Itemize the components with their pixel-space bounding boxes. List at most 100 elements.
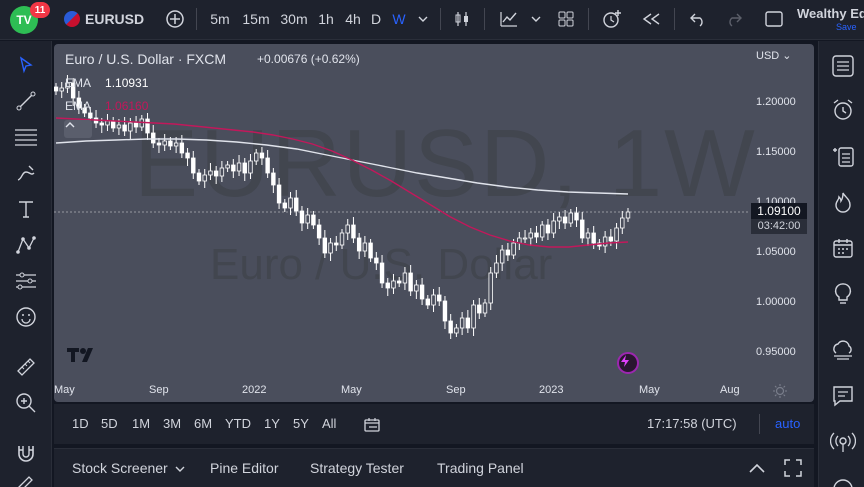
indicators-button[interactable]: [496, 0, 522, 38]
candle-body: [288, 197, 293, 209]
candle: [539, 221, 545, 241]
range-5y[interactable]: 5Y: [293, 416, 309, 431]
candle-body: [322, 237, 328, 254]
streams-button[interactable]: [827, 335, 859, 365]
range-1d[interactable]: 1D: [72, 416, 89, 431]
maximize-panel-button[interactable]: [784, 459, 802, 482]
layout-save-button[interactable]: [762, 0, 786, 38]
hotlists-button[interactable]: [827, 187, 859, 217]
auto-scale-button[interactable]: auto: [775, 416, 801, 431]
legend-ema-fast[interactable]: EMA 1.06160: [65, 99, 148, 113]
brush-tool[interactable]: [10, 159, 42, 187]
candle: [242, 158, 247, 181]
ideas-button[interactable]: [827, 279, 859, 309]
ruler-icon: [17, 358, 35, 376]
text-tool[interactable]: [10, 195, 42, 223]
interval-d[interactable]: D: [370, 11, 382, 27]
list-plus-icon: [833, 147, 854, 167]
candle: [402, 267, 408, 290]
candle: [562, 210, 568, 229]
pattern-tool[interactable]: [10, 231, 42, 259]
tab-stock-screener[interactable]: Stock Screener: [72, 460, 168, 476]
chart-pane[interactable]: EURUSD, 1W Euro / U.S. Dollar Euro / U.S…: [54, 44, 814, 402]
candle-body: [425, 298, 430, 306]
interval-15m[interactable]: 15m: [242, 11, 270, 27]
range-1y[interactable]: 1Y: [264, 416, 280, 431]
lock-drawings-tool[interactable]: [10, 469, 42, 487]
divider: [484, 8, 485, 30]
layout-button[interactable]: [554, 0, 578, 38]
icon-tool[interactable]: [10, 303, 42, 331]
interval-w[interactable]: W: [392, 11, 406, 27]
legend-ema-slow[interactable]: EMA 1.10931: [65, 76, 148, 90]
current-price-label: 1.09100: [751, 203, 807, 219]
range-ytd[interactable]: YTD: [225, 416, 251, 431]
stock-screener-dropdown[interactable]: [174, 462, 186, 480]
utc-clock[interactable]: 17:17:58 (UTC): [647, 416, 737, 431]
help-button[interactable]: [827, 467, 859, 487]
replay-button[interactable]: [638, 0, 664, 38]
candle-body: [259, 152, 265, 159]
expand-panel-button[interactable]: [748, 461, 766, 480]
undo-button[interactable]: [686, 0, 710, 38]
range-all[interactable]: All: [322, 416, 337, 431]
pencil-icon: [18, 476, 33, 487]
tab-strategy-tester[interactable]: Strategy Tester: [310, 460, 404, 476]
candle-body: [328, 242, 333, 254]
tab-pine-editor[interactable]: Pine Editor: [210, 460, 279, 476]
redo-button[interactable]: [722, 0, 746, 38]
candle: [356, 233, 362, 259]
range-6m[interactable]: 6M: [194, 416, 213, 431]
alerts-button[interactable]: [827, 95, 859, 125]
interval-4h[interactable]: 4h: [345, 11, 361, 27]
data-window-button[interactable]: [827, 141, 859, 171]
watchlist-button[interactable]: [827, 51, 859, 81]
candle: [591, 226, 596, 249]
candle-body: [534, 232, 539, 238]
legend-collapse-button[interactable]: [64, 120, 92, 138]
alert-button[interactable]: [598, 0, 626, 38]
cursor-tool[interactable]: [10, 51, 42, 79]
interval-30m[interactable]: 30m: [280, 11, 308, 27]
interval-5m[interactable]: 5m: [210, 11, 230, 27]
interval-1h[interactable]: 1h: [318, 11, 334, 27]
candle-body: [488, 272, 493, 304]
flash-alert-button[interactable]: [617, 352, 639, 374]
range-5d[interactable]: 5D: [101, 416, 118, 431]
candle-body: [362, 242, 368, 252]
interval-dropdown[interactable]: [414, 0, 432, 38]
chats-button[interactable]: [827, 381, 859, 411]
chevron-up-icon: [749, 463, 765, 473]
range-3m[interactable]: 3M: [163, 416, 182, 431]
horizontal-lines-tool[interactable]: [10, 123, 42, 151]
prediction-tool[interactable]: [10, 267, 42, 295]
symbol-search-button[interactable]: EURUSD: [64, 0, 144, 38]
account-name[interactable]: Wealthy Ed: [797, 6, 864, 21]
calendar-button[interactable]: [827, 233, 859, 263]
magnet-tool[interactable]: [10, 439, 42, 467]
goto-date-button[interactable]: [364, 417, 382, 438]
price-chart-canvas[interactable]: [54, 44, 814, 402]
candle: [196, 169, 202, 185]
notifications-button[interactable]: [827, 427, 859, 457]
currency-label: USD: [756, 50, 780, 62]
range-1m[interactable]: 1M: [132, 416, 151, 431]
zoom-tool[interactable]: [10, 389, 42, 417]
grid-layout-icon: [558, 11, 574, 27]
candle: [551, 213, 556, 238]
tab-trading-panel[interactable]: Trading Panel: [437, 460, 524, 476]
currency-selector[interactable]: USD ⌄: [756, 49, 792, 62]
compare-add-symbol-button[interactable]: [162, 0, 188, 38]
save-link[interactable]: Save: [836, 22, 857, 32]
notification-badge[interactable]: 11: [30, 2, 50, 18]
legend-symbol-title[interactable]: Euro / U.S. Dollar · FXCM: [65, 51, 227, 67]
candle-body: [162, 140, 167, 146]
trendline-tool[interactable]: [10, 87, 42, 115]
price-tick: 1.00000: [756, 296, 796, 308]
chart-type-button[interactable]: [450, 0, 474, 38]
indicators-dropdown[interactable]: [528, 0, 544, 38]
measure-tool[interactable]: [10, 353, 42, 381]
candle: [351, 217, 356, 243]
candle-body: [213, 170, 219, 177]
lightning-icon: [621, 355, 629, 367]
